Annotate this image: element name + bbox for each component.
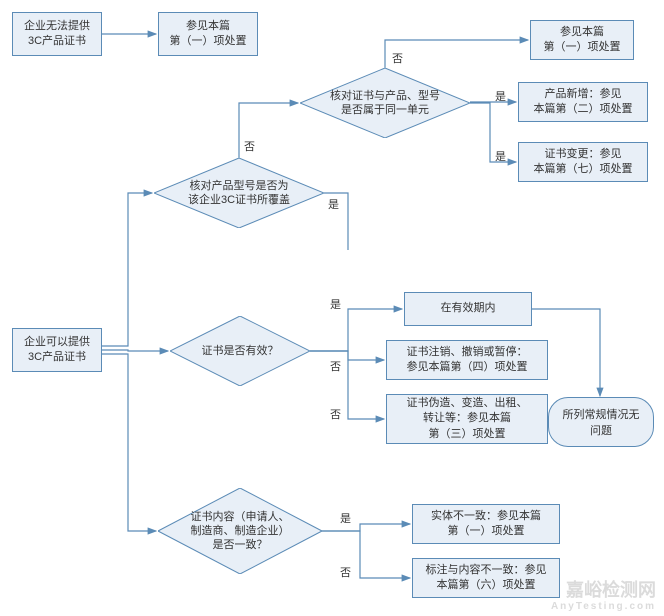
watermark-sub: AnyTesting.com — [551, 601, 656, 612]
node-ref-3: 证书伪造、变造、出租、转让等：参见本篇第（三）项处置 — [386, 394, 548, 444]
label-d3-no2: 否 — [330, 406, 341, 422]
node-no-issue: 所列常规情况无问题 — [548, 397, 654, 447]
decision-content-match: 证书内容（申请人、制造商、制造企业）是否一致？ — [158, 488, 322, 574]
label-d2-no: 否 — [392, 50, 403, 66]
node-ref-1a: 参见本篇第（一）项处置 — [158, 12, 258, 56]
node-ref-6: 标注与内容不一致：参见本篇第（六）项处置 — [412, 558, 560, 598]
decision-content-match-text: 证书内容（申请人、制造商、制造企业）是否一致？ — [191, 510, 290, 553]
node-ref-4: 证书注销、撤销或暂停：参见本篇第（四）项处置 — [386, 340, 548, 380]
node-ref-1c: 实体不一致：参见本篇第（一）项处置 — [412, 504, 560, 544]
label-d3-no1: 否 — [330, 358, 341, 374]
label-d2-yes2: 是 — [495, 148, 506, 164]
node-valid-period: 在有效期内 — [404, 292, 532, 326]
node-cannot-provide: 企业无法提供3C产品证书 — [12, 12, 102, 56]
label-d1-no: 否 — [244, 138, 255, 154]
label-d3-yes: 是 — [330, 296, 341, 312]
decision-same-unit-text: 核对证书与产品、型号是否属于同一单元 — [330, 89, 440, 118]
decision-same-unit: 核对证书与产品、型号是否属于同一单元 — [300, 68, 470, 138]
node-ref-2: 产品新增：参见本篇第（二）项处置 — [518, 82, 648, 122]
decision-cert-valid-text: 证书是否有效？ — [202, 344, 279, 358]
label-d4-yes: 是 — [340, 510, 351, 526]
node-ref-1b: 参见本篇第（一）项处置 — [530, 20, 634, 60]
label-d1-yes: 是 — [328, 196, 339, 212]
watermark-main: 嘉峪检测网 — [551, 581, 656, 601]
node-can-provide: 企业可以提供3C产品证书 — [12, 328, 102, 372]
node-ref-7: 证书变更：参见本篇第（七）项处置 — [518, 142, 648, 182]
watermark: 嘉峪检测网 AnyTesting.com — [551, 581, 656, 612]
decision-model-covered-text: 核对产品型号是否为该企业3C证书所覆盖 — [188, 179, 290, 208]
decision-cert-valid: 证书是否有效？ — [170, 316, 310, 386]
decision-model-covered: 核对产品型号是否为该企业3C证书所覆盖 — [154, 158, 324, 228]
label-d4-no: 否 — [340, 564, 351, 580]
label-d2-yes1: 是 — [495, 88, 506, 104]
